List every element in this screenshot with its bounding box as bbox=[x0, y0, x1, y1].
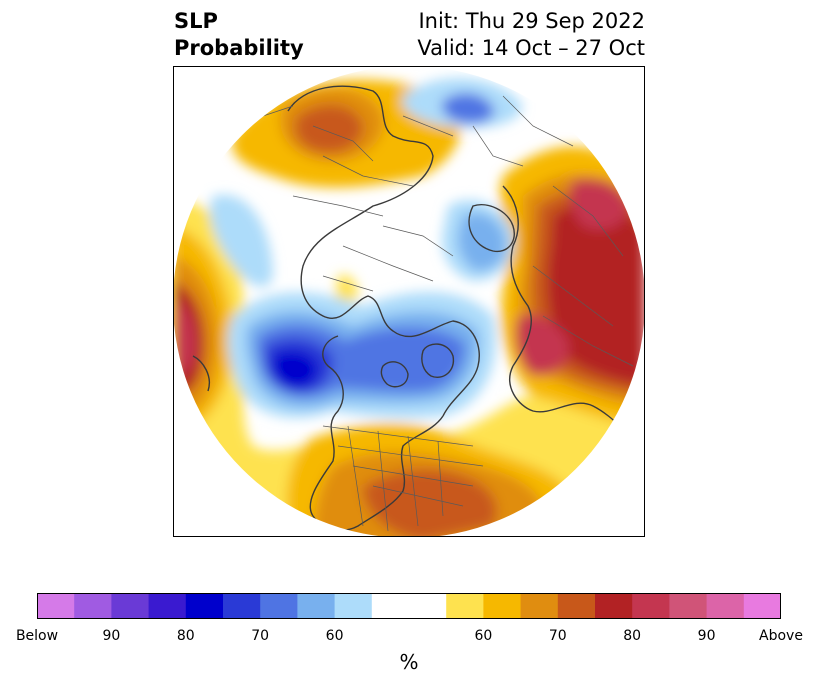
colorbar-cell bbox=[74, 593, 112, 619]
title-line-2: Probability bbox=[174, 36, 304, 60]
colorbar-cell bbox=[483, 593, 522, 619]
colorbar-cell bbox=[446, 593, 484, 619]
colorbar-cell bbox=[148, 593, 187, 619]
colorbar-tick-label: 60 bbox=[325, 628, 344, 644]
colorbar-cell bbox=[334, 593, 373, 619]
colorbar-tick-label: Above bbox=[759, 628, 803, 644]
valid-range: Valid: 14 Oct – 27 Oct bbox=[417, 36, 645, 60]
probability-map bbox=[173, 66, 645, 537]
colorbar-cell bbox=[595, 593, 633, 619]
init-date: Init: Thu 29 Sep 2022 bbox=[418, 9, 645, 33]
colorbar-cell bbox=[111, 593, 150, 619]
colorbar-tick-label: 90 bbox=[102, 628, 121, 644]
colorbar-cell bbox=[743, 593, 781, 619]
colorbar-cell bbox=[409, 593, 447, 619]
colorbar-tick-label: Below bbox=[15, 628, 59, 644]
title-line-1: SLP bbox=[174, 9, 218, 33]
colorbar-tick-label: 80 bbox=[176, 628, 195, 644]
chart-title: SLP Probability bbox=[174, 8, 304, 62]
colorbar-cell bbox=[223, 593, 261, 619]
colorbar-cells bbox=[37, 593, 781, 619]
colorbar-cell bbox=[520, 593, 559, 619]
colorbar-cell bbox=[669, 593, 708, 619]
colorbar-tick-label: 70 bbox=[548, 628, 567, 644]
colorbar-cell bbox=[371, 593, 410, 619]
colorbar-cell bbox=[185, 593, 224, 619]
country-borders bbox=[232, 95, 634, 532]
colorbar-cell bbox=[297, 593, 336, 619]
colorbar-tick-label: 80 bbox=[623, 628, 642, 644]
probability-field bbox=[173, 77, 645, 537]
map-border bbox=[173, 66, 645, 537]
colorbar-cell bbox=[632, 593, 670, 619]
colorbar bbox=[37, 593, 781, 619]
colorbar-tick-label: 70 bbox=[251, 628, 270, 644]
colorbar-cell bbox=[37, 593, 75, 619]
date-info: Init: Thu 29 Sep 2022 Valid: 14 Oct – 27… bbox=[417, 8, 645, 62]
colorbar-unit: % bbox=[399, 650, 419, 674]
colorbar-cell bbox=[706, 593, 745, 619]
colorbar-tick-label: 90 bbox=[697, 628, 716, 644]
colorbar-cell bbox=[260, 593, 298, 619]
colorbar-cell bbox=[557, 593, 596, 619]
colorbar-outline bbox=[37, 593, 781, 619]
colorbar-tick-label: 60 bbox=[474, 628, 493, 644]
